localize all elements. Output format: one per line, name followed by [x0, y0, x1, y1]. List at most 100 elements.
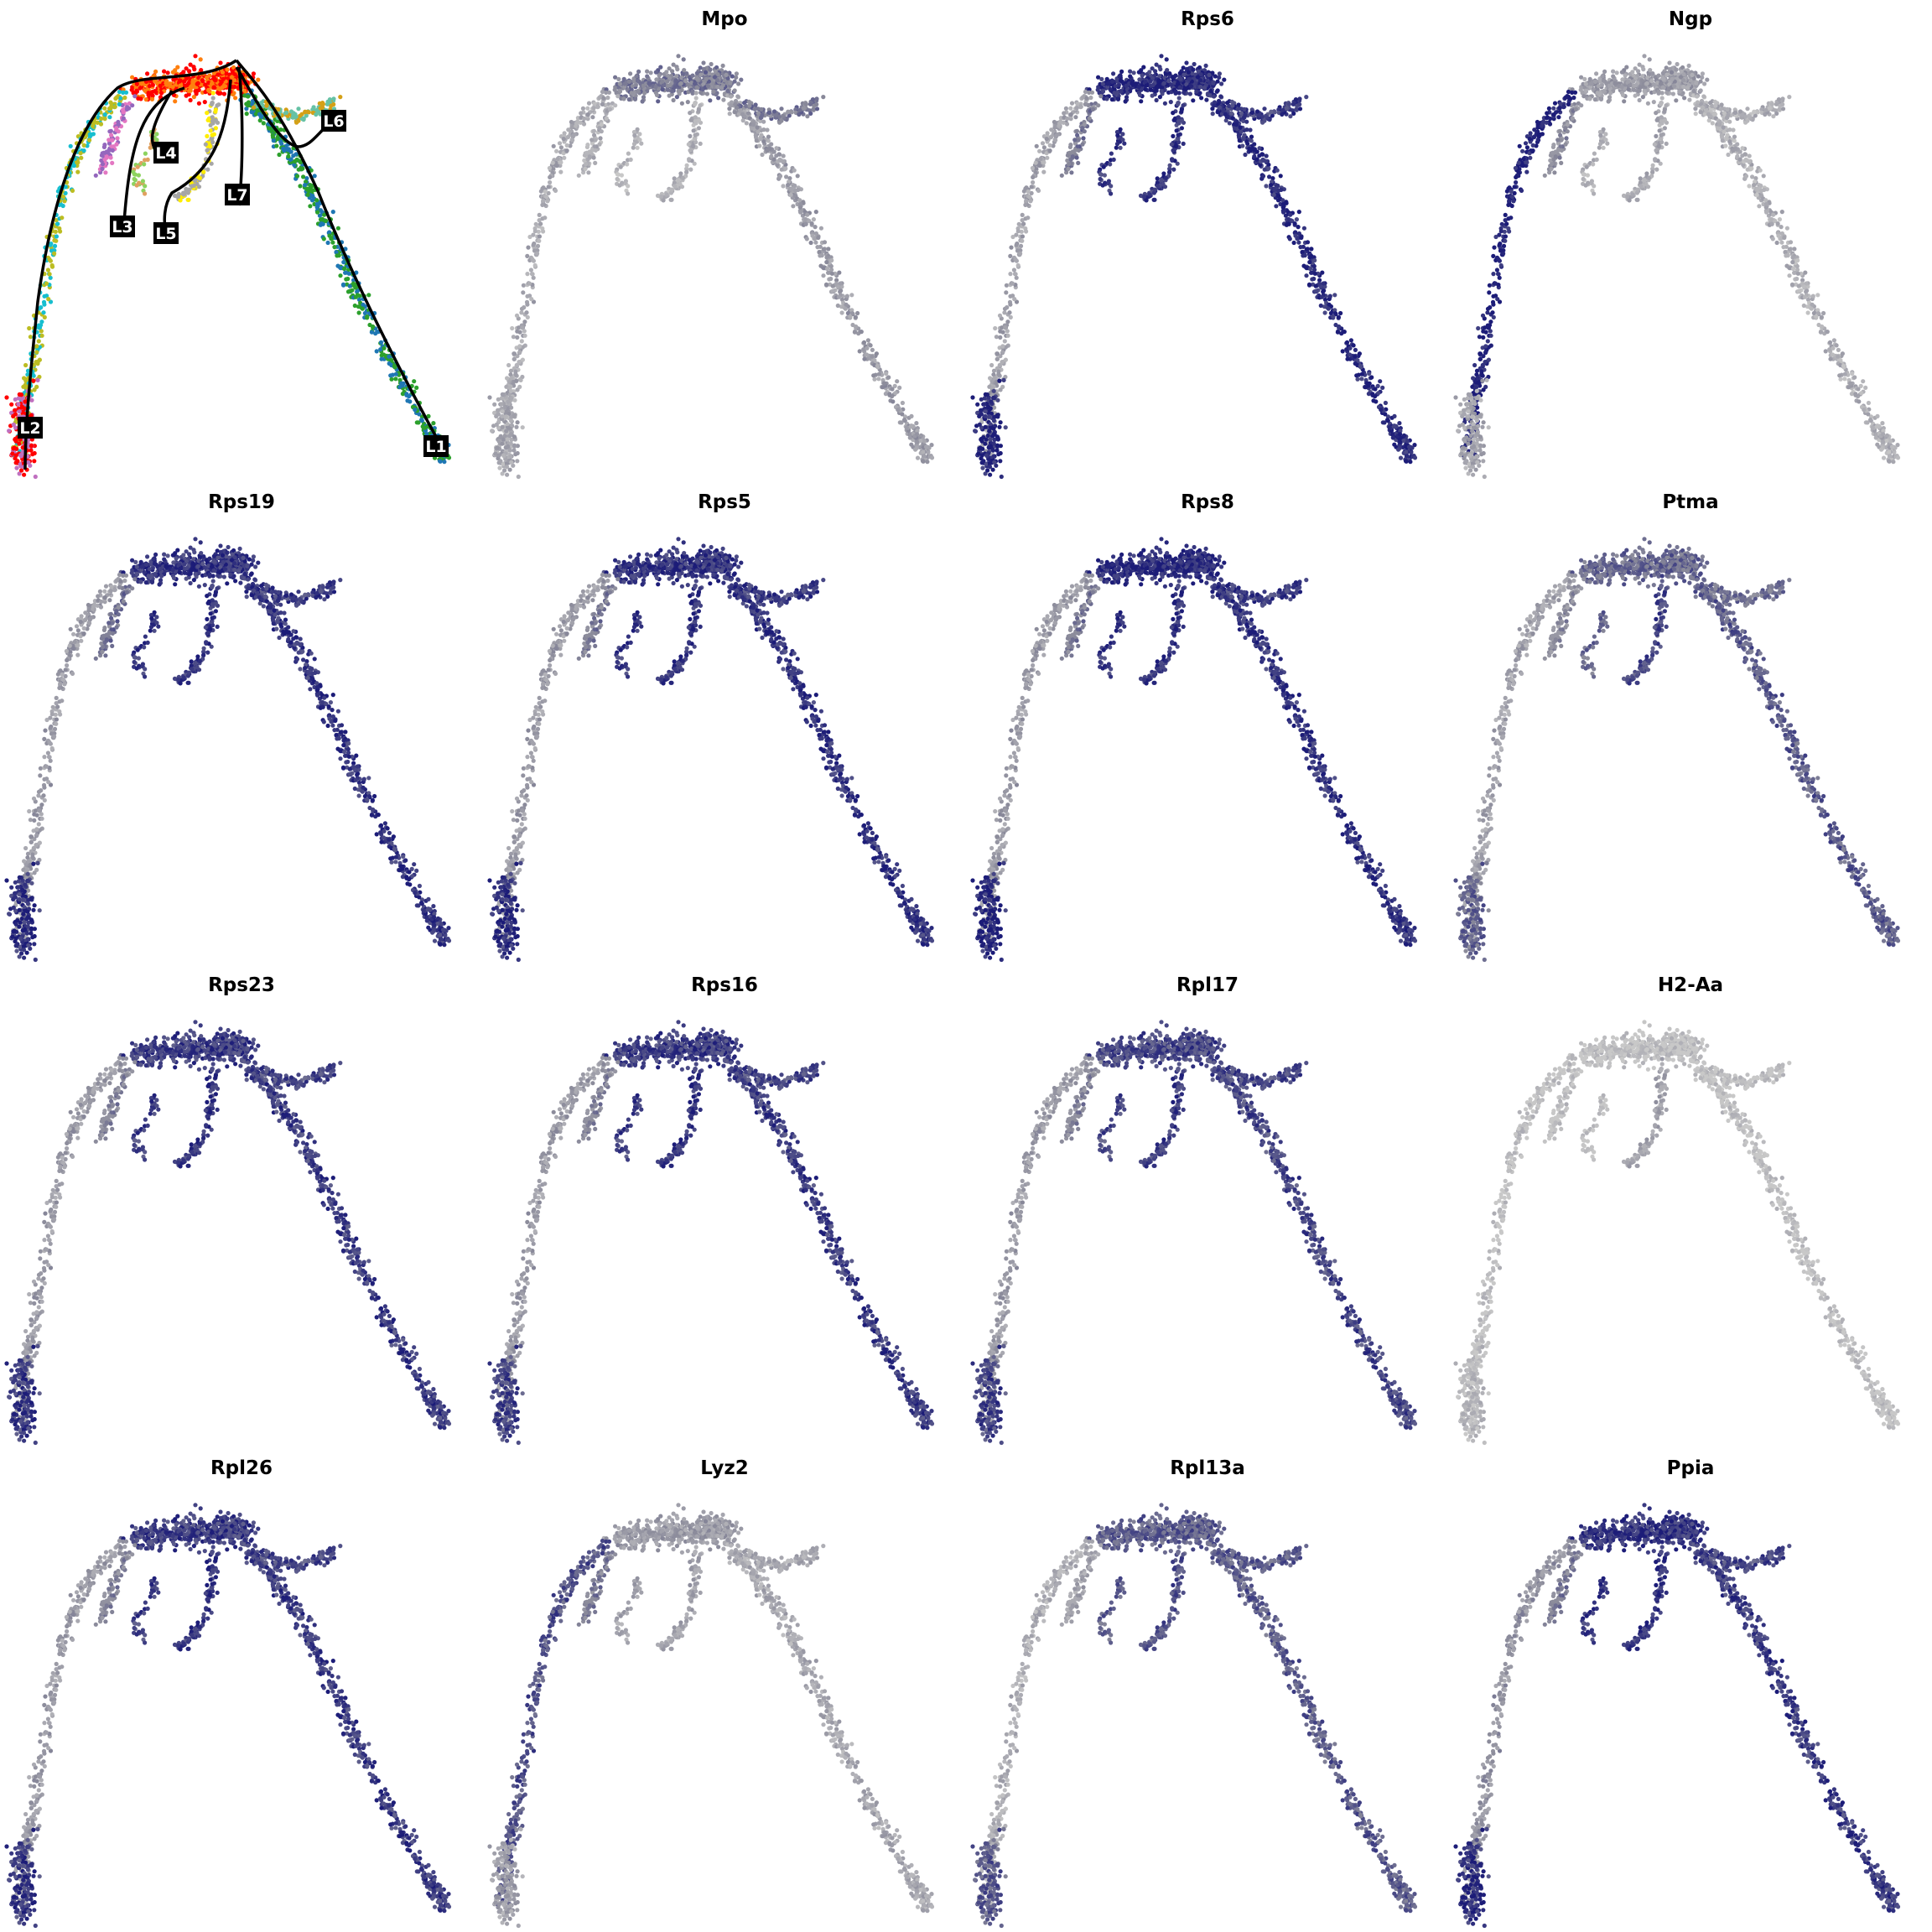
- cell-point: [205, 167, 210, 172]
- cell-point: [555, 156, 560, 161]
- cell-point: [527, 234, 532, 240]
- cell-point: [181, 192, 186, 197]
- cell-point: [175, 65, 180, 70]
- cell-point: [512, 397, 517, 402]
- cell-point: [93, 173, 98, 178]
- cell-point: [1272, 187, 1277, 192]
- cell-point: [838, 281, 843, 286]
- cell-point: [571, 133, 576, 138]
- cell-point: [704, 76, 709, 81]
- cell-point: [1335, 330, 1340, 335]
- cell-point: [347, 288, 352, 293]
- cell-point: [332, 245, 337, 250]
- cell-point: [830, 283, 835, 288]
- cell-point: [79, 155, 84, 160]
- cell-point: [522, 329, 527, 334]
- cell-point: [1222, 77, 1227, 82]
- cell-point: [1403, 459, 1409, 464]
- cell-point: [282, 148, 287, 153]
- cell-point: [1262, 167, 1267, 172]
- cell-point: [374, 349, 379, 354]
- cell-point: [277, 152, 282, 158]
- cell-point: [314, 205, 319, 210]
- cell-point: [715, 85, 720, 90]
- cell-point: [761, 139, 766, 144]
- cell-point: [213, 118, 218, 123]
- cell-point: [862, 356, 867, 361]
- cell-point: [672, 176, 677, 181]
- cell-point: [283, 110, 288, 115]
- cell-point: [347, 283, 352, 288]
- cell-point: [1326, 306, 1331, 311]
- cell-point: [679, 75, 684, 80]
- cell-point: [1374, 399, 1379, 404]
- cell-point: [1143, 79, 1148, 85]
- cell-point: [817, 250, 822, 255]
- cell-point: [732, 88, 737, 93]
- cell-point: [261, 103, 266, 108]
- cell-point: [1075, 132, 1080, 138]
- cell-point: [1408, 460, 1413, 465]
- cell-point: [193, 89, 198, 94]
- cell-point: [599, 122, 604, 127]
- cell-point: [521, 290, 526, 295]
- cell-point: [508, 388, 513, 393]
- cell-point: [1355, 377, 1360, 382]
- cell-point: [1187, 91, 1192, 96]
- cell-point: [352, 303, 357, 309]
- cell-point: [637, 138, 642, 143]
- cell-point: [303, 110, 308, 115]
- cell-point: [16, 402, 21, 407]
- cell-point: [813, 240, 818, 245]
- cell-point: [775, 163, 780, 168]
- cell-point: [684, 71, 689, 76]
- cell-point: [895, 379, 900, 384]
- cell-point: [852, 330, 857, 335]
- cell-point: [569, 125, 574, 130]
- cell-point: [578, 120, 583, 125]
- cell-point: [291, 112, 296, 117]
- cell-point: [1004, 283, 1009, 288]
- cell-point: [671, 97, 676, 103]
- cell-point: [745, 111, 751, 116]
- cell-point: [633, 82, 638, 87]
- cell-point: [779, 167, 784, 172]
- cell-point: [789, 110, 794, 115]
- cell-point: [1257, 146, 1262, 151]
- cell-point: [705, 84, 711, 89]
- cell-point: [546, 190, 551, 195]
- cell-point: [637, 132, 642, 137]
- cell-point: [37, 325, 42, 330]
- cell-point: [1254, 157, 1259, 162]
- cell-point: [1258, 163, 1263, 168]
- cell-point: [112, 104, 117, 109]
- cell-point: [210, 132, 215, 138]
- cell-point: [597, 95, 602, 100]
- cell-point: [557, 141, 563, 146]
- cell-point: [641, 95, 647, 100]
- cell-point: [810, 233, 815, 238]
- cell-point: [512, 413, 517, 418]
- cell-point: [792, 183, 797, 189]
- cell-point: [1081, 136, 1086, 141]
- cell-point: [600, 96, 606, 101]
- cell-point: [10, 451, 15, 456]
- cell-point: [504, 428, 509, 434]
- cell-point: [587, 154, 592, 159]
- cell-point: [205, 117, 210, 122]
- cell-point: [278, 127, 283, 132]
- cell-point: [393, 371, 398, 377]
- cell-point: [531, 275, 536, 280]
- cell-point: [694, 70, 699, 75]
- cell-point: [558, 145, 564, 150]
- cell-point: [756, 129, 761, 134]
- cell-point: [303, 183, 308, 188]
- cell-point: [865, 345, 870, 351]
- cell-point: [532, 229, 538, 234]
- cell-point: [1320, 270, 1325, 275]
- cell-point: [926, 450, 931, 455]
- cell-point: [150, 82, 155, 87]
- cell-point: [1166, 79, 1171, 84]
- cell-point: [818, 226, 823, 231]
- cell-point: [107, 141, 112, 146]
